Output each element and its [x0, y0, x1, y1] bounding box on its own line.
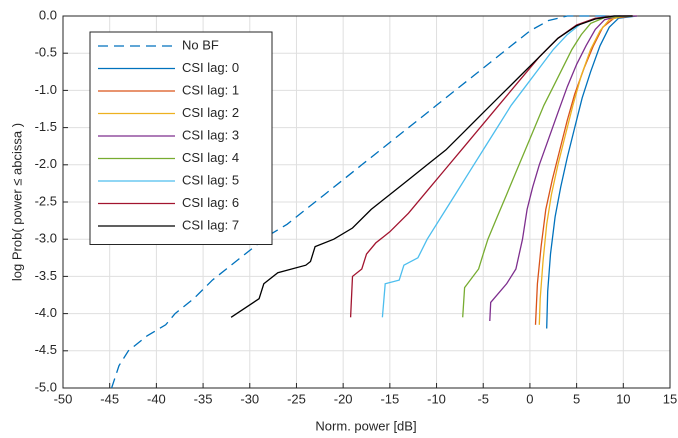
x-tick-label: -30 [240, 391, 259, 406]
plot-frame [62, 15, 671, 389]
series-line [349, 15, 633, 318]
y-tick-label: -5.0 [35, 379, 57, 394]
series-line [462, 15, 633, 318]
x-tick-label: 5 [573, 391, 580, 406]
legend-box [89, 31, 273, 245]
y-tick-label: -4.5 [35, 342, 57, 357]
legend-label: CSI lag: 7 [182, 217, 239, 232]
x-tick-label: -50 [54, 391, 73, 406]
y-tick-label: -0.5 [35, 45, 57, 60]
legend-label: CSI lag: 5 [182, 172, 239, 187]
series-line [230, 15, 633, 318]
x-tick-label: -20 [334, 391, 353, 406]
legend-label: CSI lag: 6 [182, 195, 239, 210]
x-tick-label: 15 [663, 391, 677, 406]
y-axis-label: log Prob( power ≤ abcissa ) [9, 123, 24, 281]
series-line [110, 15, 633, 389]
y-tick-label: -1.0 [35, 82, 57, 97]
y-tick-label: -1.5 [35, 119, 57, 134]
legend-label: CSI lag: 0 [182, 60, 239, 75]
x-tick-label: -45 [100, 391, 119, 406]
legend-label: CSI lag: 1 [182, 82, 239, 97]
legend-label: CSI lag: 3 [182, 127, 239, 142]
series-line [489, 15, 638, 322]
y-tick-label: -2.0 [35, 156, 57, 171]
x-tick-label: -15 [380, 391, 399, 406]
x-tick-label: -40 [147, 391, 166, 406]
x-tick-label: -10 [427, 391, 446, 406]
y-tick-label: -2.5 [35, 193, 57, 208]
x-tick-label: -5 [477, 391, 489, 406]
legend-label: CSI lag: 2 [182, 105, 239, 120]
x-tick-label: -35 [194, 391, 213, 406]
y-tick-label: -3.5 [35, 268, 57, 283]
y-tick-label: -4.0 [35, 305, 57, 320]
x-tick-label: -25 [287, 391, 306, 406]
series-line [546, 15, 638, 329]
series-line [538, 15, 638, 325]
x-tick-label: 0 [526, 391, 533, 406]
legend-label: No BF [182, 37, 219, 52]
legend-label: CSI lag: 4 [182, 150, 239, 165]
y-tick-label: -3.0 [35, 231, 57, 246]
x-tick-label: 10 [616, 391, 630, 406]
y-tick-label: 0.0 [39, 7, 57, 22]
x-axis-label: Norm. power [dB] [315, 418, 416, 433]
